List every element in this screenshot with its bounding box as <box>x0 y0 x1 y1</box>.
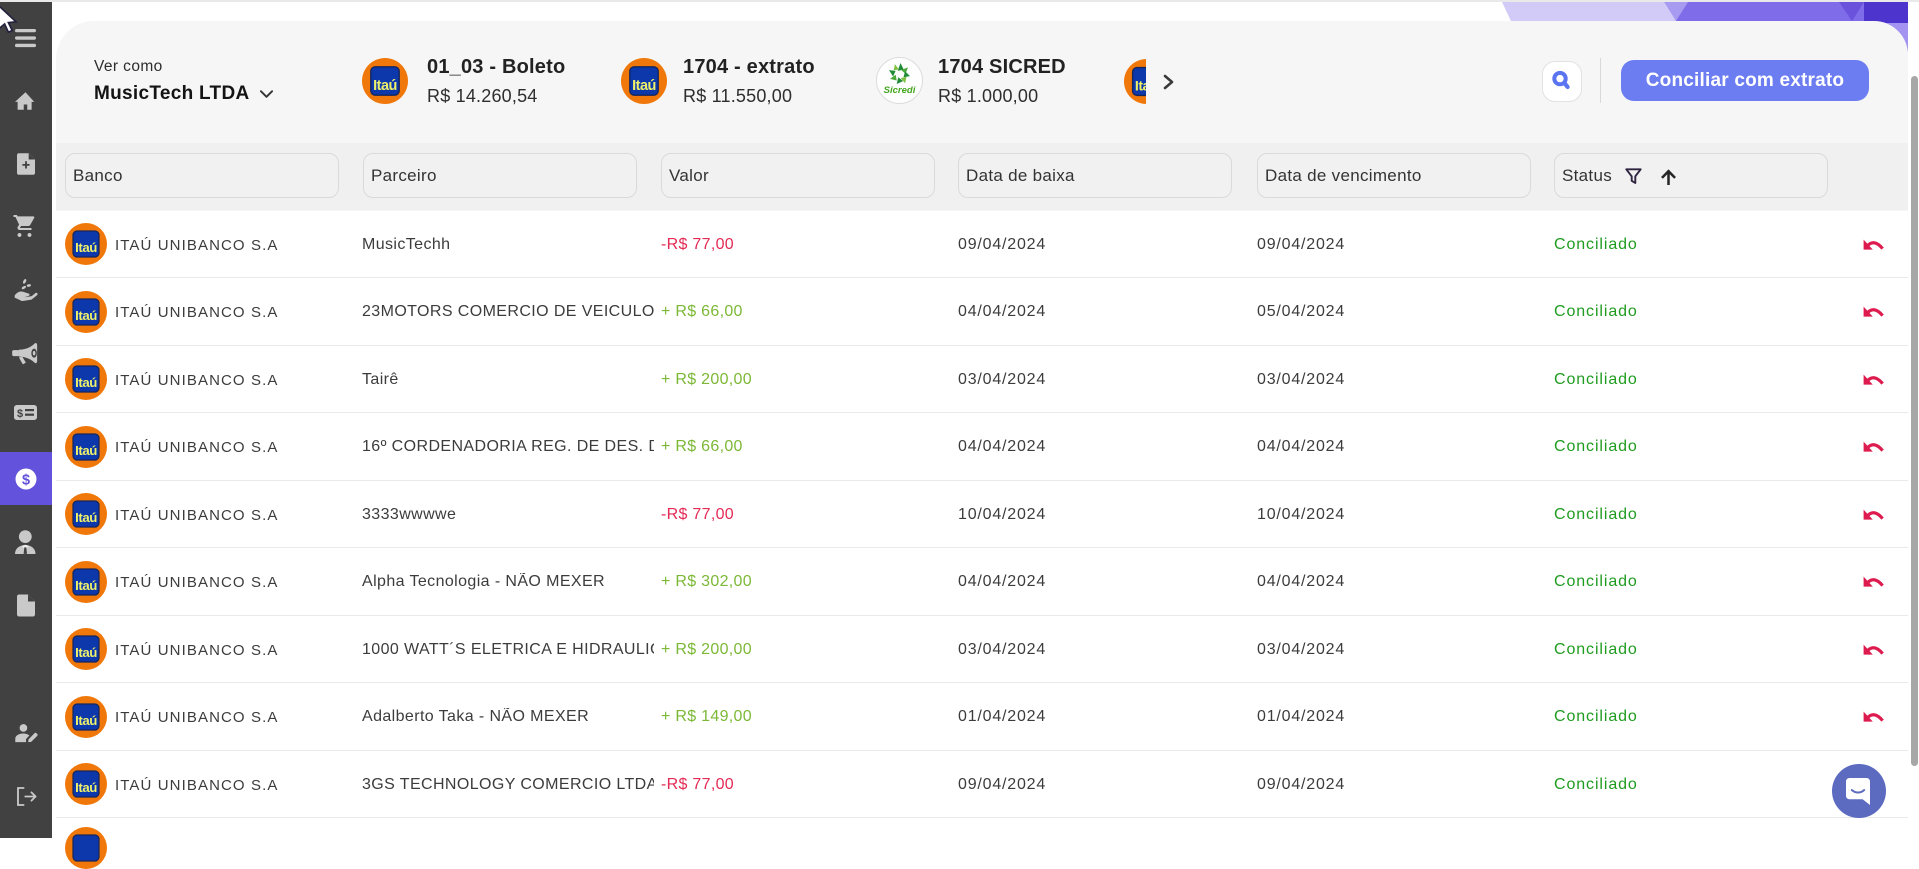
svg-text:Itaú: Itaú <box>1135 78 1146 94</box>
svg-text:Itaú: Itaú <box>75 510 97 525</box>
svg-text:Itaú: Itaú <box>75 375 97 390</box>
svg-text:Itaú: Itaú <box>75 578 97 593</box>
svg-text:Itaú: Itaú <box>75 240 97 255</box>
svg-text:Itaú: Itaú <box>373 78 397 94</box>
svg-text:Itaú: Itaú <box>632 78 656 94</box>
svg-text:Sicredi: Sicredi <box>884 85 916 96</box>
svg-text:Itaú: Itaú <box>75 780 97 795</box>
svg-text:Itaú: Itaú <box>75 645 97 660</box>
svg-text:$: $ <box>21 472 29 488</box>
svg-text:$: $ <box>17 408 23 420</box>
svg-text:Itaú: Itaú <box>75 443 97 458</box>
svg-text:Itaú: Itaú <box>75 713 97 728</box>
svg-text:Itaú: Itaú <box>75 308 97 323</box>
